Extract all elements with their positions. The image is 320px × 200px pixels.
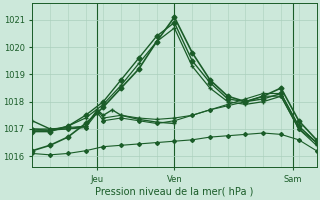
X-axis label: Pression niveau de la mer( hPa ): Pression niveau de la mer( hPa ) [95, 187, 253, 197]
